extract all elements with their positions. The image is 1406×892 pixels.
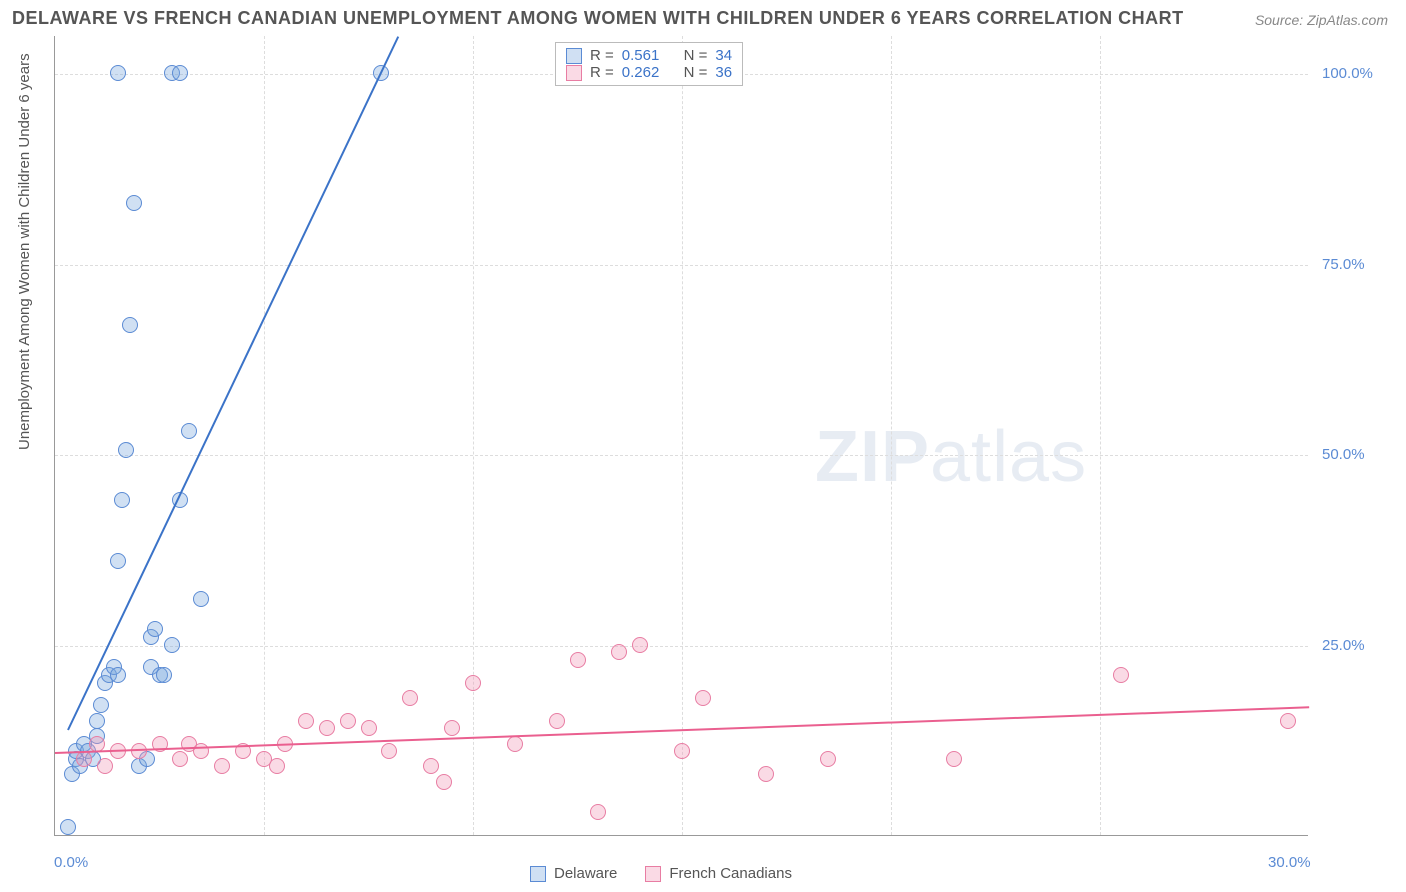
gridline-v	[682, 36, 683, 835]
r-label: R =	[590, 64, 614, 81]
scatter-plot: ZIPatlas	[54, 36, 1308, 836]
legend-row-delaware: R = 0.561 N = 34	[566, 47, 732, 64]
data-point	[181, 423, 197, 439]
data-point	[423, 758, 439, 774]
legend-row-french: R = 0.262 N = 36	[566, 64, 732, 81]
n-label: N =	[684, 64, 708, 81]
x-tick-label: 0.0%	[54, 854, 88, 871]
data-point	[695, 690, 711, 706]
n-label: N =	[684, 47, 708, 64]
data-point	[172, 65, 188, 81]
data-point	[110, 553, 126, 569]
legend-label-french: French Canadians	[669, 865, 792, 882]
data-point	[570, 652, 586, 668]
data-point	[361, 720, 377, 736]
data-point	[946, 751, 962, 767]
data-point	[126, 195, 142, 211]
trend-line	[67, 37, 399, 731]
gridline-v	[473, 36, 474, 835]
correlation-legend: R = 0.561 N = 34 R = 0.262 N = 36	[555, 42, 743, 86]
data-point	[549, 713, 565, 729]
data-point	[611, 644, 627, 660]
y-axis-label: Unemployment Among Women with Children U…	[16, 53, 33, 450]
data-point	[89, 713, 105, 729]
data-point	[114, 492, 130, 508]
n-value-delaware: 34	[715, 47, 732, 64]
data-point	[164, 637, 180, 653]
y-tick-label: 100.0%	[1322, 65, 1373, 82]
data-point	[172, 751, 188, 767]
data-point	[1113, 667, 1129, 683]
data-point	[436, 774, 452, 790]
data-point	[381, 743, 397, 759]
swatch-french	[566, 65, 582, 81]
data-point	[131, 743, 147, 759]
swatch-delaware-icon	[530, 866, 546, 882]
legend-label-delaware: Delaware	[554, 865, 617, 882]
data-point	[1280, 713, 1296, 729]
legend-item-delaware: Delaware	[530, 865, 617, 882]
data-point	[89, 736, 105, 752]
data-point	[97, 758, 113, 774]
r-value-delaware: 0.561	[622, 47, 660, 64]
legend-item-french: French Canadians	[645, 865, 792, 882]
gridline-v	[264, 36, 265, 835]
gridline-v	[891, 36, 892, 835]
watermark: ZIPatlas	[815, 416, 1087, 498]
r-label: R =	[590, 47, 614, 64]
swatch-french-icon	[645, 866, 661, 882]
data-point	[214, 758, 230, 774]
y-tick-label: 75.0%	[1322, 256, 1365, 273]
chart-title: DELAWARE VS FRENCH CANADIAN UNEMPLOYMENT…	[12, 8, 1184, 29]
data-point	[269, 758, 285, 774]
data-point	[76, 751, 92, 767]
data-point	[340, 713, 356, 729]
swatch-delaware	[566, 48, 582, 64]
data-point	[590, 804, 606, 820]
source-label: Source: ZipAtlas.com	[1255, 12, 1388, 28]
data-point	[147, 621, 163, 637]
data-point	[820, 751, 836, 767]
data-point	[465, 675, 481, 691]
data-point	[193, 591, 209, 607]
data-point	[444, 720, 460, 736]
data-point	[110, 667, 126, 683]
data-point	[110, 65, 126, 81]
data-point	[118, 442, 134, 458]
n-value-french: 36	[715, 64, 732, 81]
data-point	[298, 713, 314, 729]
y-tick-label: 50.0%	[1322, 446, 1365, 463]
data-point	[93, 697, 109, 713]
data-point	[60, 819, 76, 835]
data-point	[156, 667, 172, 683]
series-legend: Delaware French Canadians	[530, 865, 792, 882]
data-point	[674, 743, 690, 759]
data-point	[507, 736, 523, 752]
y-tick-label: 25.0%	[1322, 637, 1365, 654]
data-point	[319, 720, 335, 736]
data-point	[758, 766, 774, 782]
x-tick-label: 30.0%	[1268, 854, 1311, 871]
data-point	[632, 637, 648, 653]
data-point	[402, 690, 418, 706]
data-point	[122, 317, 138, 333]
r-value-french: 0.262	[622, 64, 660, 81]
